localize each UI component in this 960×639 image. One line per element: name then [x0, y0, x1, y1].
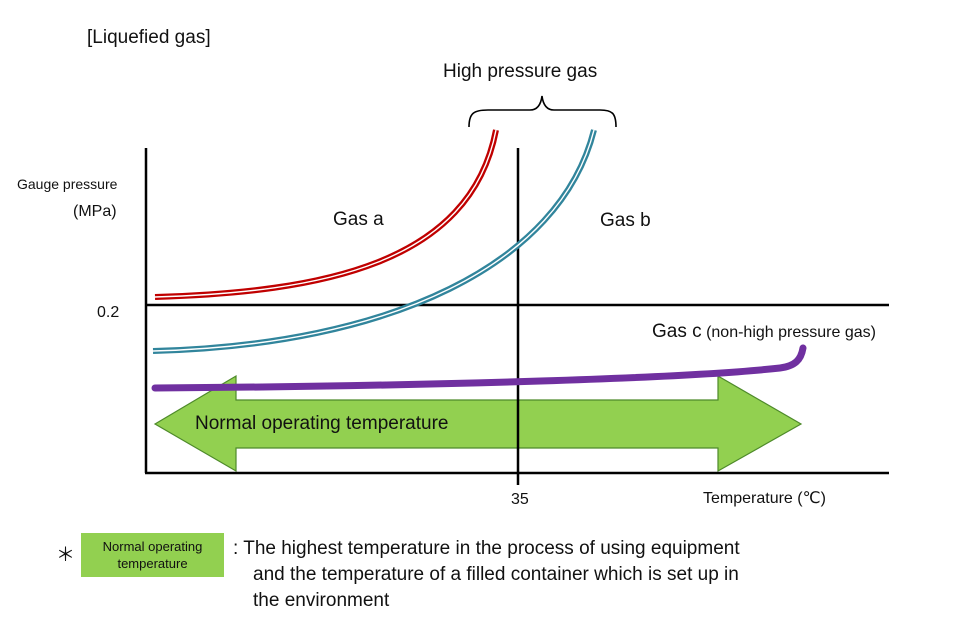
- footnote-line-3: the environment: [253, 590, 390, 611]
- gas-a-curve: [154, 129, 499, 300]
- y-axis-label: Gauge pressure: [17, 176, 118, 192]
- liquefied-gas-label: [Liquefied gas]: [87, 27, 211, 48]
- gas-b-curve: [152, 129, 597, 354]
- gas-a-label: Gas a: [333, 209, 384, 230]
- legend-line-2: temperature: [117, 556, 188, 571]
- footnote-line-1: : The highest temperature in the process…: [233, 538, 740, 559]
- gas-c-note: (non-high pressure gas): [706, 324, 876, 341]
- y-axis-tick-0.2: 0.2: [97, 304, 120, 321]
- normal-operating-temperature-legend: Normal operating temperature: [81, 533, 224, 577]
- footnote-text: : The highest temperature in the process…: [233, 536, 740, 614]
- high-pressure-gas-label: High pressure gas: [443, 61, 598, 82]
- normal-operating-temperature-label: Normal operating temperature: [195, 413, 449, 434]
- gas-c-curve: [151, 344, 807, 392]
- gas-c-label-group: Gas c (non-high pressure gas): [652, 321, 876, 343]
- gas-c-label: Gas c: [652, 321, 702, 342]
- footnote-line-2: and the temperature of a filled containe…: [253, 564, 739, 585]
- gas-b-label: Gas b: [600, 210, 651, 231]
- y-axis-unit: (MPa): [73, 203, 117, 220]
- high-pressure-brace: [468, 95, 617, 128]
- footnote-marker: ＊: [56, 545, 76, 566]
- x-axis-tick-35: 35: [511, 491, 529, 508]
- legend-line-1: Normal operating: [102, 539, 203, 554]
- normal-operating-temperature-arrow: [153, 374, 803, 473]
- x-axis-label: Temperature (℃): [703, 490, 826, 507]
